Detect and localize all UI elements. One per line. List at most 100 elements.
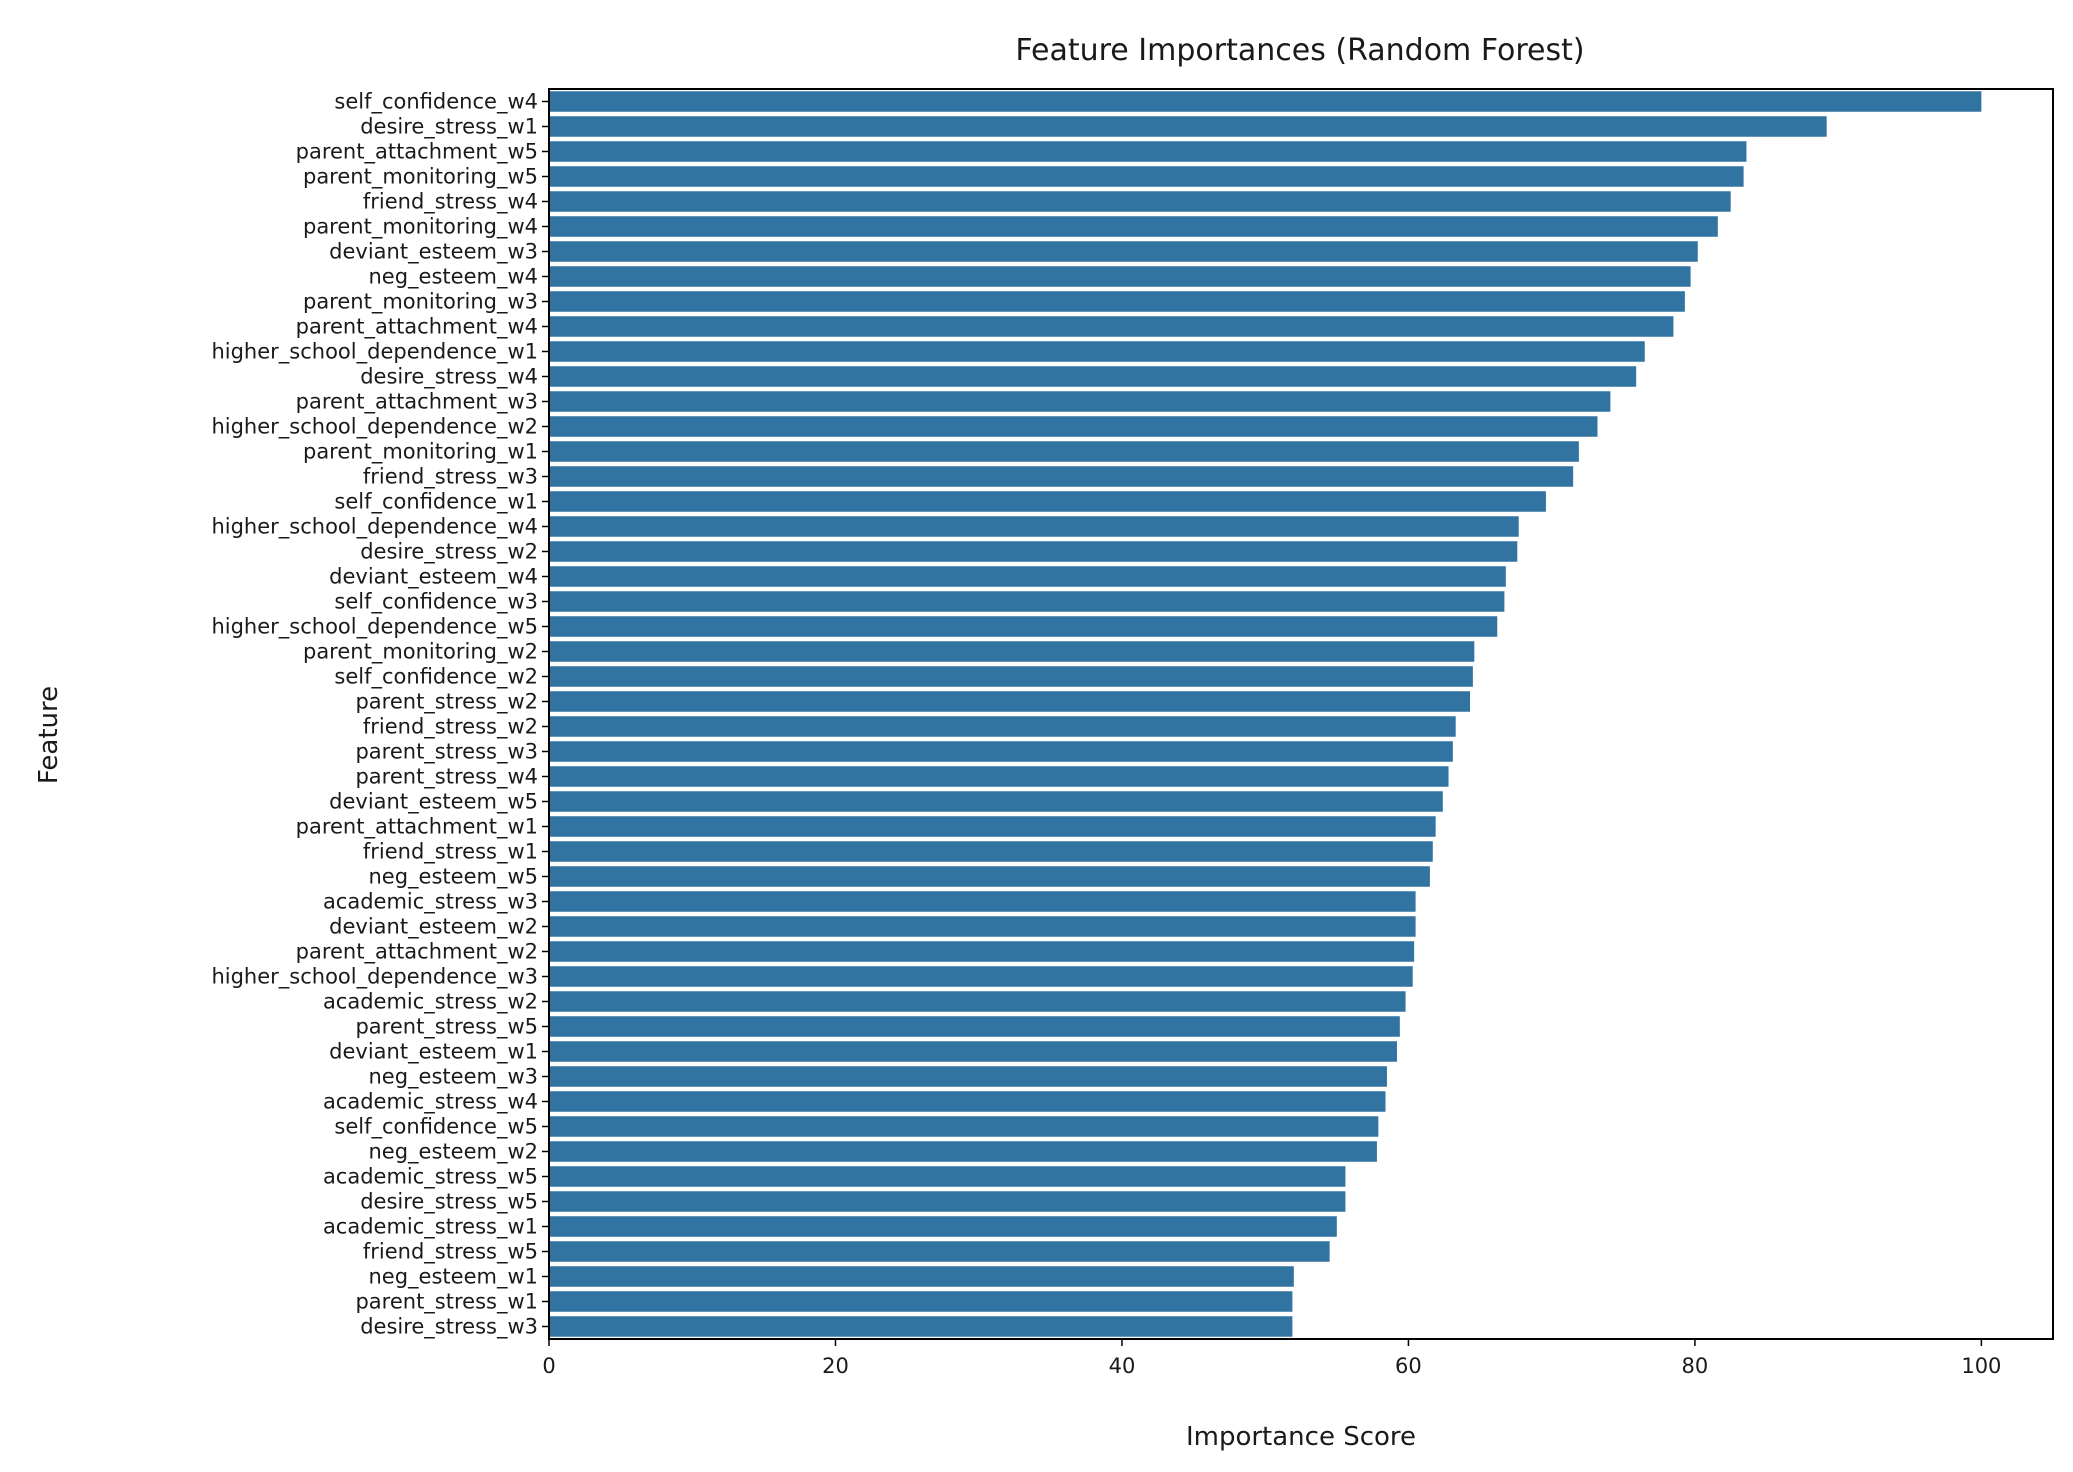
bar-deviant_esteem_w5 — [549, 791, 1443, 812]
category-label: parent_monitoring_w4 — [303, 215, 538, 240]
category-label: neg_esteem_w4 — [369, 265, 539, 290]
category-label: friend_stress_w5 — [363, 1240, 538, 1265]
category-label: friend_stress_w1 — [363, 840, 538, 865]
bar-academic_stress_w2 — [549, 991, 1406, 1012]
bar-higher_school_dependence_w3 — [549, 966, 1413, 987]
category-label: parent_attachment_w3 — [296, 390, 538, 415]
bar-desire_stress_w5 — [549, 1191, 1346, 1212]
category-label: desire_stress_w5 — [360, 1190, 538, 1215]
bar-desire_stress_w1 — [549, 116, 1827, 137]
bar-self_confidence_w1 — [549, 491, 1546, 512]
bar-neg_esteem_w1 — [549, 1266, 1294, 1287]
category-label: parent_stress_w5 — [355, 1015, 538, 1040]
category-label: academic_stress_w3 — [323, 890, 538, 915]
bar-parent_stress_w2 — [549, 691, 1471, 712]
x-tick-label: 40 — [1109, 1354, 1136, 1378]
bar-self_confidence_w2 — [549, 666, 1473, 687]
category-label: desire_stress_w3 — [360, 1315, 538, 1340]
bar-desire_stress_w2 — [549, 541, 1518, 562]
category-label: parent_monitoring_w5 — [303, 165, 538, 190]
category-label: parent_attachment_w1 — [296, 815, 538, 840]
bar-parent_attachment_w3 — [549, 391, 1611, 412]
category-label: parent_attachment_w2 — [296, 940, 538, 965]
bar-academic_stress_w4 — [549, 1091, 1386, 1112]
category-label: self_confidence_w5 — [334, 1115, 538, 1140]
bar-parent_stress_w5 — [549, 1016, 1400, 1037]
category-label: self_confidence_w1 — [334, 490, 538, 515]
bar-parent_attachment_w5 — [549, 141, 1747, 162]
category-label: friend_stress_w2 — [363, 715, 538, 740]
bar-parent_stress_w1 — [549, 1291, 1293, 1312]
category-label: deviant_esteem_w1 — [329, 1040, 538, 1065]
category-label: parent_stress_w4 — [355, 765, 538, 790]
bar-academic_stress_w1 — [549, 1216, 1337, 1237]
category-label: parent_monitoring_w3 — [303, 290, 538, 315]
category-label: self_confidence_w3 — [334, 590, 538, 615]
category-label: friend_stress_w4 — [363, 190, 538, 215]
bar-parent_monitoring_w1 — [549, 441, 1579, 462]
bar-higher_school_dependence_w4 — [549, 516, 1519, 537]
bar-higher_school_dependence_w1 — [549, 341, 1645, 362]
bar-neg_esteem_w4 — [549, 266, 1691, 287]
category-label: deviant_esteem_w5 — [329, 790, 538, 815]
category-label: higher_school_dependence_w1 — [211, 340, 538, 365]
x-tick-label: 60 — [1395, 1354, 1422, 1378]
category-label: parent_stress_w3 — [355, 740, 538, 765]
bar-parent_monitoring_w5 — [549, 166, 1744, 187]
category-label: parent_attachment_w5 — [296, 140, 538, 165]
bar-parent_monitoring_w2 — [549, 641, 1475, 662]
category-label: desire_stress_w2 — [360, 540, 538, 565]
bar-neg_esteem_w2 — [549, 1141, 1377, 1162]
category-label: neg_esteem_w2 — [369, 1140, 539, 1165]
bar-deviant_esteem_w2 — [549, 916, 1416, 937]
category-label: neg_esteem_w3 — [369, 1065, 539, 1090]
category-label: self_confidence_w2 — [334, 665, 538, 690]
category-label: higher_school_dependence_w2 — [211, 415, 538, 440]
bar-higher_school_dependence_w2 — [549, 416, 1598, 437]
category-labels-group: self_confidence_w4desire_stress_w1parent… — [211, 90, 549, 1340]
bar-deviant_esteem_w3 — [549, 241, 1698, 262]
bar-parent_stress_w3 — [549, 741, 1453, 762]
category-label: friend_stress_w3 — [363, 465, 538, 490]
category-label: parent_stress_w2 — [355, 690, 538, 715]
category-label: academic_stress_w2 — [323, 990, 538, 1015]
x-axis-title: Importance Score — [1186, 1422, 1416, 1452]
bar-desire_stress_w3 — [549, 1316, 1293, 1337]
x-tick-label: 100 — [1961, 1354, 2001, 1378]
category-label: neg_esteem_w1 — [369, 1265, 539, 1290]
category-label: parent_monitoring_w1 — [303, 440, 538, 465]
bar-parent_attachment_w2 — [549, 941, 1415, 962]
plot-frame — [548, 88, 2054, 1340]
category-label: neg_esteem_w5 — [369, 865, 539, 890]
category-label: desire_stress_w1 — [360, 115, 538, 140]
bar-parent_monitoring_w3 — [549, 291, 1685, 312]
category-label: academic_stress_w4 — [323, 1090, 538, 1115]
category-label: self_confidence_w4 — [334, 90, 538, 115]
bar-parent_monitoring_w4 — [549, 216, 1718, 237]
bar-parent_attachment_w4 — [549, 316, 1674, 337]
bar-friend_stress_w5 — [549, 1241, 1330, 1262]
bar-deviant_esteem_w1 — [549, 1041, 1397, 1062]
category-label: deviant_esteem_w3 — [329, 240, 538, 265]
bar-self_confidence_w4 — [549, 91, 1982, 112]
bar-parent_attachment_w1 — [549, 816, 1436, 837]
bar-neg_esteem_w5 — [549, 866, 1430, 887]
bar-deviant_esteem_w4 — [549, 566, 1506, 587]
bar-self_confidence_w5 — [549, 1116, 1379, 1137]
bar-academic_stress_w5 — [549, 1166, 1346, 1187]
category-label: higher_school_dependence_w3 — [211, 965, 538, 990]
category-label: parent_attachment_w4 — [296, 315, 538, 340]
bar-neg_esteem_w3 — [549, 1066, 1387, 1087]
bar-desire_stress_w4 — [549, 366, 1637, 387]
x-tick-label: 80 — [1682, 1354, 1709, 1378]
y-axis-title: Feature — [34, 686, 64, 784]
bars-group — [549, 91, 1982, 1337]
category-label: higher_school_dependence_w5 — [211, 615, 538, 640]
bar-higher_school_dependence_w5 — [549, 616, 1498, 637]
category-label: academic_stress_w5 — [323, 1165, 538, 1190]
category-label: academic_stress_w1 — [323, 1215, 538, 1240]
category-label: parent_stress_w1 — [355, 1290, 538, 1315]
bar-friend_stress_w2 — [549, 716, 1456, 737]
bar-parent_stress_w4 — [549, 766, 1449, 787]
